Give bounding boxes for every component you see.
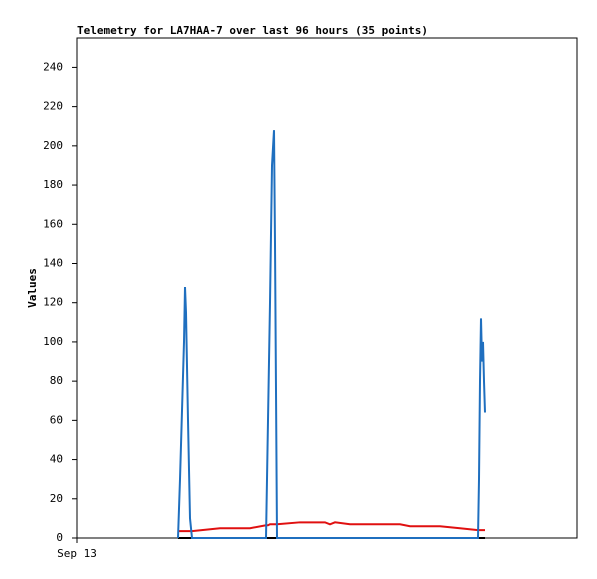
y-tick-label: 200 [43, 139, 63, 152]
y-tick-label: 180 [43, 178, 63, 191]
y-tick-label: 80 [50, 374, 63, 387]
plot-frame [76, 37, 578, 539]
series-line [177, 130, 486, 539]
x-tick-label: Sep 13 [57, 547, 97, 560]
y-tick-label: 140 [43, 256, 63, 269]
y-tick-label: 100 [43, 335, 63, 348]
series-line [178, 521, 485, 533]
y-tick-label: 0 [56, 531, 63, 544]
y-tick-label: 220 [43, 100, 63, 113]
y-tick-label: 20 [50, 492, 63, 505]
y-tick-label: 240 [43, 60, 63, 73]
y-axis-label: Values [26, 268, 39, 308]
y-tick-label: 40 [50, 453, 63, 466]
chart-title: Telemetry for LA7HAA-7 over last 96 hour… [77, 24, 428, 37]
y-tick-label: 120 [43, 296, 63, 309]
y-tick-label: 60 [50, 413, 63, 426]
y-tick-label: 160 [43, 217, 63, 230]
